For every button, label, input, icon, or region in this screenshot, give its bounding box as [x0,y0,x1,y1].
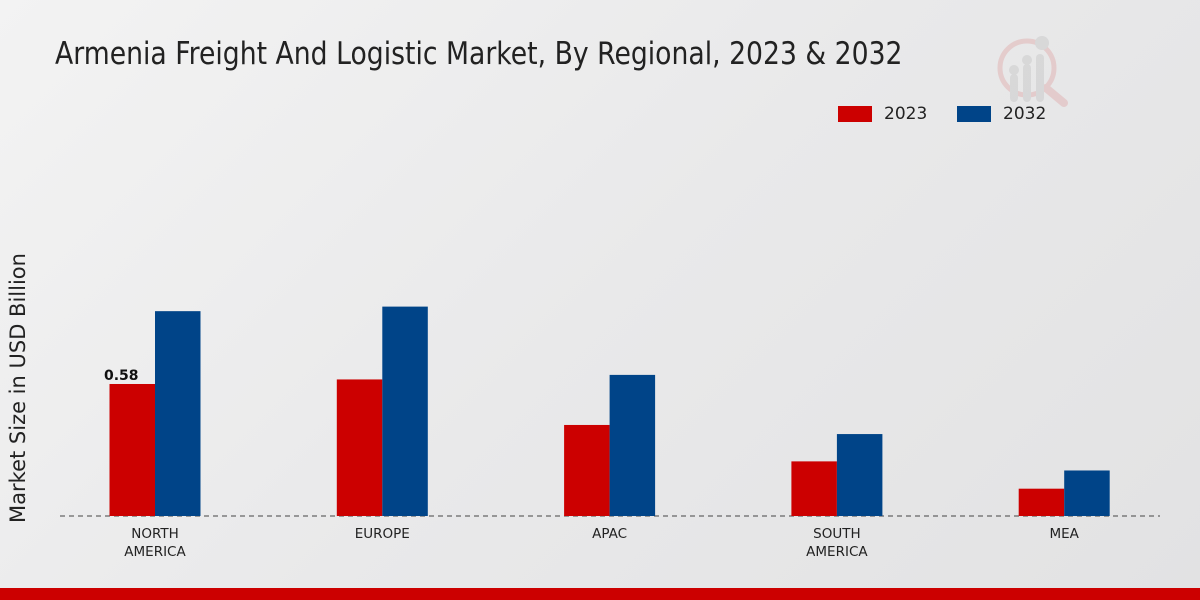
bottom-accent-bar [0,588,1200,600]
x-tick-label: MEA [1049,526,1079,542]
x-tick-label: EUROPE [355,526,410,542]
chart-title: Armenia Freight And Logistic Market, By … [55,36,903,72]
x-tick-label: NORTH AMERICA [124,526,186,560]
x-tick-label: SOUTH AMERICA [806,526,868,560]
legend-label-2023: 2023 [884,104,928,124]
x-tick-label: APAC [592,526,627,542]
legend-label-2032: 2032 [1003,104,1047,124]
bar-2032-mea [1064,470,1110,516]
bar-2023-north-america [109,383,155,516]
bar-2023-mea [1018,488,1065,516]
data-label: 0.58 [104,368,139,384]
bar-2023-europe [336,379,383,516]
legend-swatch-2023 [838,106,872,122]
bar-2032-south-america [836,434,883,516]
legend-item-2032: 2032 [957,104,1046,124]
bar-2032-apac [609,374,656,516]
bar-2032-north-america [155,311,201,516]
bar-2023-apac [564,424,610,516]
bar-2023-south-america [791,461,837,516]
bar-2032-europe [382,306,428,516]
legend-item-2023: 2023 [838,104,927,124]
legend-swatch-2032 [957,106,991,122]
